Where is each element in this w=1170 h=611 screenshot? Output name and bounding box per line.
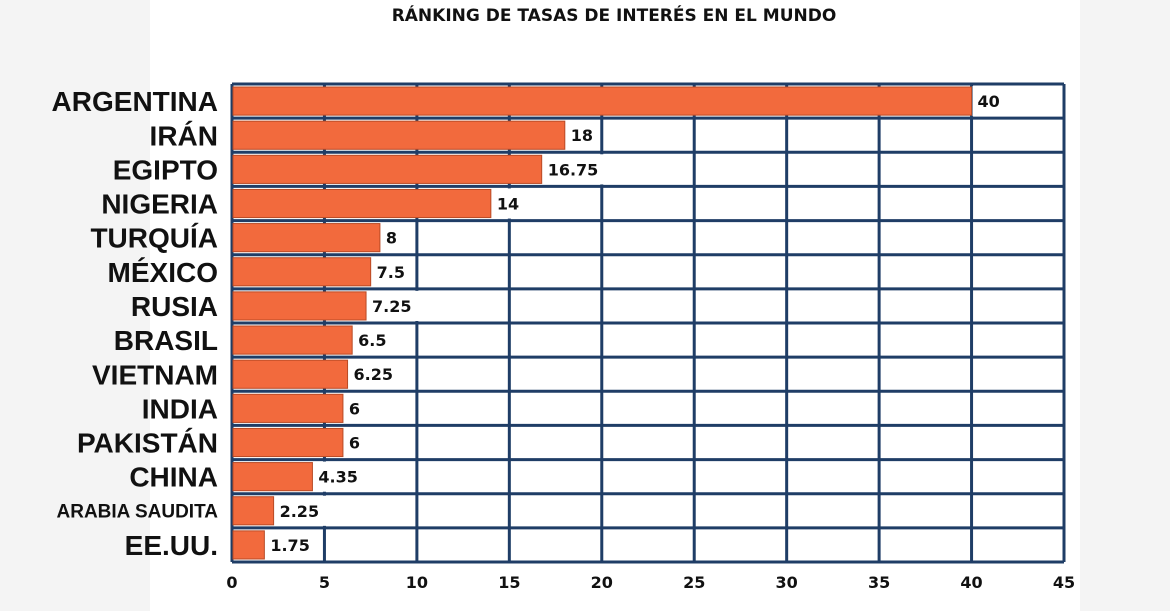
bar [232,257,372,287]
category-label: ARGENTINA [52,86,218,117]
x-tick-label: 0 [226,573,237,592]
data-label: 7.5 [377,263,405,282]
bar [232,188,492,219]
data-label: 8 [386,229,397,248]
data-label: 18 [571,126,593,145]
category-label: EGIPTO [113,154,218,185]
category-label: PAKISTÁN [77,428,218,459]
bar [232,393,344,423]
bar [232,86,973,116]
category-label: MÉXICO [108,257,218,288]
data-label: 4.35 [318,468,357,487]
data-label: 2.25 [280,502,319,521]
x-tick-label: 10 [406,573,428,592]
category-label: BRASIL [114,325,218,356]
chart-title: RÁNKING DE TASAS DE INTERÉS EN EL MUNDO [391,6,837,26]
data-label: 6.25 [354,365,393,384]
category-label: TURQUÍA [90,223,218,254]
category-label: VIETNAM [92,359,218,390]
data-label: 6 [349,399,360,418]
category-label: INDIA [142,393,218,424]
data-label: 40 [978,92,1000,111]
bar [232,120,566,150]
bar [232,223,381,253]
data-label-box [343,427,366,458]
data-label: 6.5 [358,331,386,350]
x-tick-label: 30 [776,573,798,592]
x-tick-label: 20 [591,573,613,592]
data-label: 16.75 [548,160,599,179]
data-label-box [313,461,366,492]
x-tick-label: 5 [319,573,330,592]
data-label-box [274,495,327,526]
category-label: NIGERIA [101,189,218,220]
category-label: EE.UU. [125,530,218,561]
x-tick-label: 25 [683,573,705,592]
data-label-box [371,256,414,287]
bar [232,496,275,526]
x-tick-label: 35 [868,573,890,592]
category-label: IRÁN [150,120,218,151]
bar [232,462,313,492]
bar [232,325,353,355]
x-tick-label: 15 [498,573,520,592]
data-label-box [367,290,420,321]
data-label-box [380,222,403,253]
bar [232,359,349,389]
data-label-box [343,393,366,424]
data-label-box [542,154,605,185]
data-label: 7.25 [372,297,411,316]
bar [232,291,367,321]
category-label: CHINA [129,462,218,493]
data-label-box [265,529,318,560]
category-label: RUSIA [131,291,218,322]
x-tick-label: 40 [960,573,982,592]
data-label-box [348,359,401,390]
data-label-box [972,86,1005,117]
bar [232,530,265,560]
data-label-box [353,325,396,356]
data-label: 14 [497,195,519,214]
bar [232,154,543,184]
bar [232,427,344,458]
data-label-box [491,188,524,219]
data-label: 1.75 [270,536,309,555]
category-label: ARABIA SAUDITA [57,502,219,523]
data-label-box [565,120,598,151]
x-tick-label: 45 [1053,573,1075,592]
data-label: 6 [349,434,360,453]
